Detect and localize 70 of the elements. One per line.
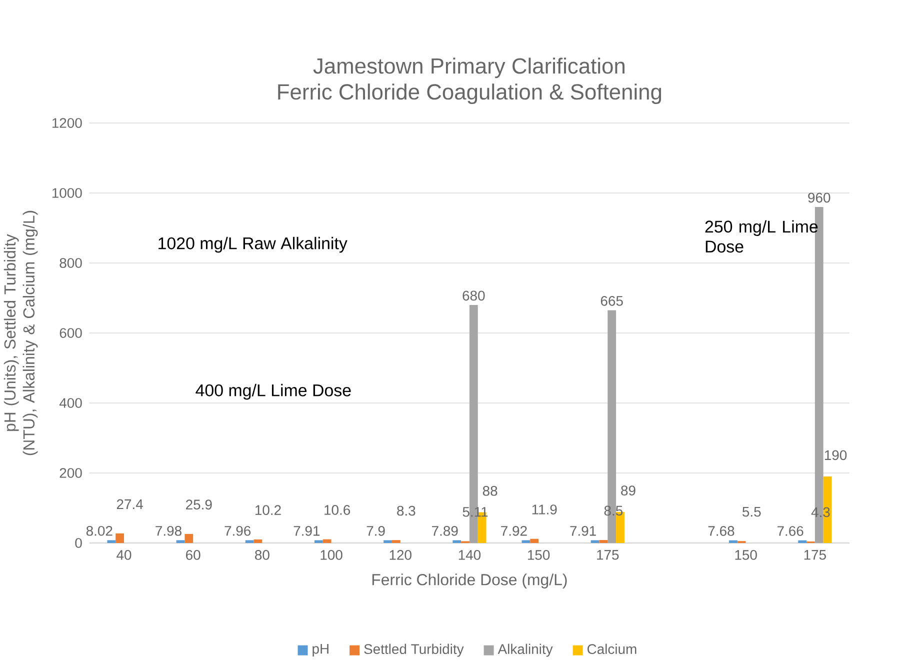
y-tick-label: 1200	[52, 118, 82, 128]
y-tick-label: 200	[60, 468, 82, 478]
bar	[522, 540, 530, 543]
legend-label: pH	[312, 644, 328, 657]
data-label: 10.2	[255, 505, 281, 516]
data-label: 190	[824, 450, 847, 460]
bar	[384, 540, 392, 543]
annotation: 250 mg/L Lime Dose	[705, 220, 818, 253]
y-tick-label: 800	[60, 258, 82, 268]
data-label: 7.9	[366, 526, 385, 536]
annotation: 1020 mg/L Raw Alkalinity	[158, 236, 348, 253]
data-label: 680	[462, 290, 485, 301]
legend-label: Calcium	[588, 644, 636, 654]
x-tick-label: 150	[735, 550, 757, 560]
data-label: 5.11	[462, 507, 488, 517]
data-label: 7.96	[224, 526, 251, 536]
y-tick-label: 600	[60, 328, 82, 338]
data-label: 960	[808, 192, 830, 203]
bar	[245, 540, 254, 543]
legend-label: Alkalinity	[498, 644, 553, 657]
annotation: 400 mg/L Lime Dose	[196, 384, 351, 400]
bar	[798, 540, 807, 543]
x-tick-label: 60	[186, 550, 200, 560]
x-tick-label: 80	[255, 550, 270, 560]
data-label: 11.9	[532, 504, 557, 514]
y-axis-title: pH (Units), Settled Turbidity (NTU), Alkalinity & Calcium (mg/L)	[4, 210, 38, 456]
bar	[176, 540, 185, 543]
data-label: 7.66	[777, 526, 804, 536]
bar	[314, 540, 323, 543]
data-label: 25.9	[186, 500, 212, 510]
data-label: 4.3	[811, 507, 830, 518]
data-label: 7.98	[156, 526, 182, 536]
y-tick-label: 0	[75, 538, 82, 548]
bar	[184, 534, 194, 543]
x-tick-label: 150	[528, 550, 550, 560]
bar	[530, 538, 539, 543]
data-label: 8.3	[397, 506, 416, 516]
data-label: 7.91	[294, 526, 320, 536]
y-tick-label: 400	[59, 398, 82, 408]
data-label: 8.5	[604, 506, 623, 516]
data-label: 89	[621, 486, 636, 496]
x-tick-label: 140	[458, 550, 481, 560]
x-tick-label: 120	[390, 550, 412, 560]
x-tick-label: 175	[597, 550, 619, 560]
bar	[254, 539, 262, 543]
data-label: 7.68	[708, 526, 734, 536]
bar	[590, 540, 600, 543]
data-label: 5.5	[742, 506, 761, 517]
bar	[729, 540, 738, 543]
data-label: 7.89	[432, 526, 458, 536]
data-label: 8.02	[86, 526, 112, 536]
x-tick-label: 175	[804, 550, 826, 560]
data-label: 27.4	[116, 499, 143, 510]
x-axis-title: Ferric Chloride Dose (mg/L)	[372, 574, 567, 588]
bar	[107, 540, 116, 543]
bar	[392, 540, 400, 543]
data-label: 665	[600, 296, 623, 306]
bar	[322, 539, 332, 543]
data-label: 7.92	[501, 526, 527, 536]
y-tick-label: 1000	[52, 188, 82, 198]
bar	[116, 533, 124, 543]
legend-label: Settled Turbidity	[364, 644, 464, 657]
x-tick-label: 100	[320, 550, 342, 560]
data-label: 7.91	[570, 526, 596, 536]
chart-title: Jamestown Primary Clarification Ferric Chloride Coagulation & Softening	[278, 58, 662, 104]
x-tick-label: 40	[116, 550, 132, 560]
data-label: 10.6	[324, 505, 350, 515]
data-label: 88	[482, 486, 498, 496]
bar	[599, 540, 608, 543]
bar	[452, 540, 462, 543]
